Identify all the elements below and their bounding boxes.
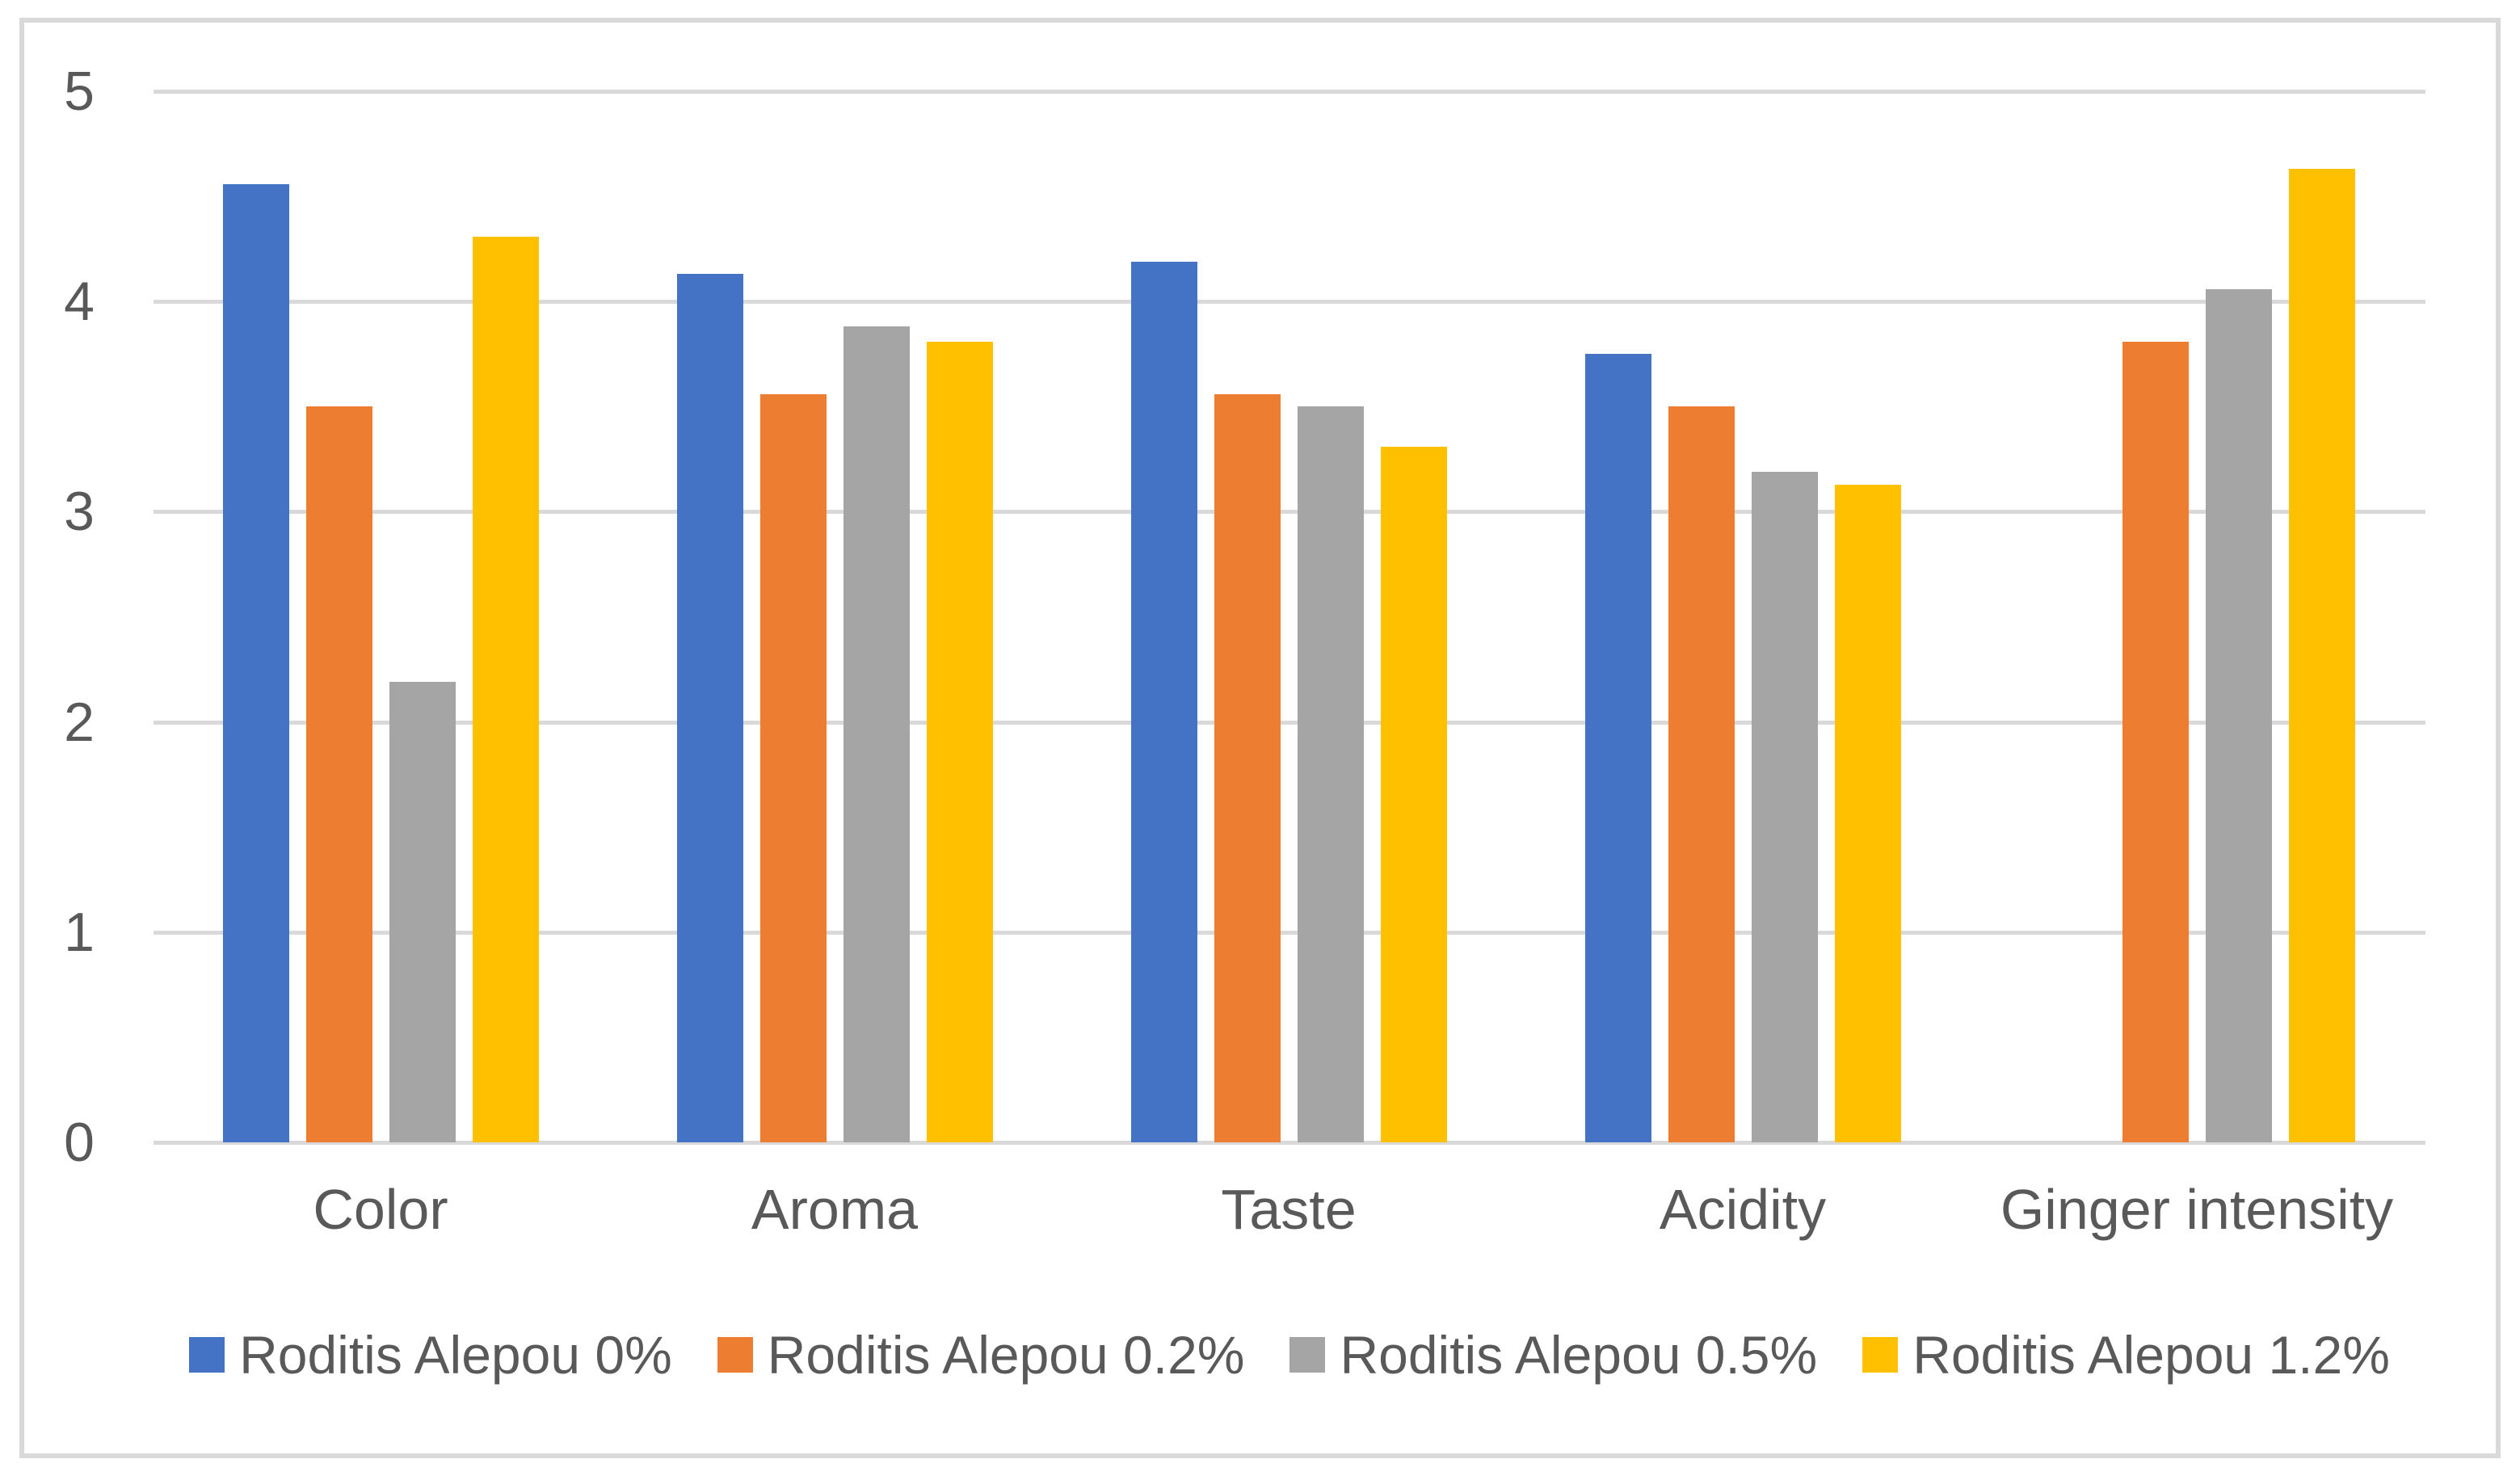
x-axis-line — [154, 1141, 2425, 1145]
bar-acidity-roditis-alepou-0-5- — [1751, 471, 1818, 1142]
bar-acidity-roditis-alepou-0-2- — [1668, 406, 1735, 1142]
legend-label: Roditis Alepou 0% — [239, 1325, 672, 1385]
bar-taste-roditis-alepou-0-5- — [1297, 406, 1364, 1142]
bar-acidity-roditis-alepou-0- — [1584, 354, 1651, 1142]
legend-marker-icon — [717, 1337, 753, 1373]
category-label: Acidity — [1659, 1178, 1827, 1241]
bar-group-ginger-intensity — [1970, 91, 2424, 1142]
category-label: Taste — [1221, 1178, 1357, 1241]
bar-color-roditis-alepou-0- — [222, 183, 289, 1142]
legend-item: Roditis Alepou 0.2% — [717, 1323, 1245, 1386]
plot-area — [154, 90, 2425, 1145]
legend-marker-icon — [189, 1337, 225, 1373]
gridline — [154, 720, 2425, 725]
bar-acidity-roditis-alepou-1-2- — [1834, 484, 1901, 1142]
y-tick-label: 3 — [64, 481, 95, 543]
legend-item: Roditis Alepou 1.2% — [1862, 1323, 2390, 1386]
category-label: Ginger intensity — [2000, 1178, 2394, 1241]
bar-group-acidity — [1516, 91, 1970, 1142]
legend-marker-icon — [1289, 1337, 1326, 1373]
bar-aroma-roditis-alepou-0-5- — [843, 326, 910, 1142]
legend-item: Roditis Alepou 0.5% — [1289, 1323, 1817, 1386]
category-axis: Color Aroma Taste Acidity Ginger intensity — [154, 1181, 2425, 1238]
legend: Roditis Alepou 0% Roditis Alepou 0.2% Rodi… — [154, 1310, 2425, 1399]
category-label: Aroma — [751, 1178, 919, 1241]
bar-ginger-intensity-roditis-alepou-0-2- — [2122, 341, 2189, 1142]
y-tick-label: 1 — [64, 901, 95, 963]
gridline — [154, 90, 2425, 94]
bar-taste-roditis-alepou-1-2- — [1380, 446, 1447, 1142]
bar-group-color — [154, 91, 608, 1142]
bar-group-aroma — [608, 91, 1062, 1142]
bar-color-roditis-alepou-0-2- — [305, 406, 372, 1142]
bar-aroma-roditis-alepou-0- — [676, 274, 743, 1142]
gridline — [154, 930, 2425, 935]
y-tick-label: 4 — [64, 271, 95, 333]
legend-label: Roditis Alepou 0.2% — [767, 1325, 1245, 1385]
bar-taste-roditis-alepou-0-2- — [1214, 393, 1281, 1142]
bar-taste-roditis-alepou-0- — [1130, 261, 1197, 1142]
bar-ginger-intensity-roditis-alepou-1-2- — [2288, 169, 2355, 1142]
y-tick-label: 0 — [64, 1112, 95, 1173]
bar-color-roditis-alepou-1-2- — [472, 236, 539, 1142]
gridline — [154, 510, 2425, 515]
legend-label: Roditis Alepou 1.2% — [1912, 1325, 2390, 1385]
bar-ginger-intensity-roditis-alepou-0-5- — [2205, 288, 2272, 1142]
y-tick-label: 5 — [64, 61, 95, 122]
bar-group-taste — [1062, 91, 1516, 1142]
bar-aroma-roditis-alepou-0-2- — [759, 393, 827, 1142]
legend-marker-icon — [1862, 1337, 1899, 1373]
legend-label: Roditis Alepou 0.5% — [1340, 1325, 1818, 1385]
bars-layer — [154, 91, 2425, 1142]
bar-color-roditis-alepou-0-5- — [389, 682, 456, 1142]
category-label: Color — [313, 1178, 448, 1241]
gridline — [154, 300, 2425, 305]
bar-aroma-roditis-alepou-1-2- — [926, 341, 993, 1142]
legend-item: Roditis Alepou 0% — [189, 1323, 672, 1386]
y-tick-label: 2 — [64, 691, 95, 753]
